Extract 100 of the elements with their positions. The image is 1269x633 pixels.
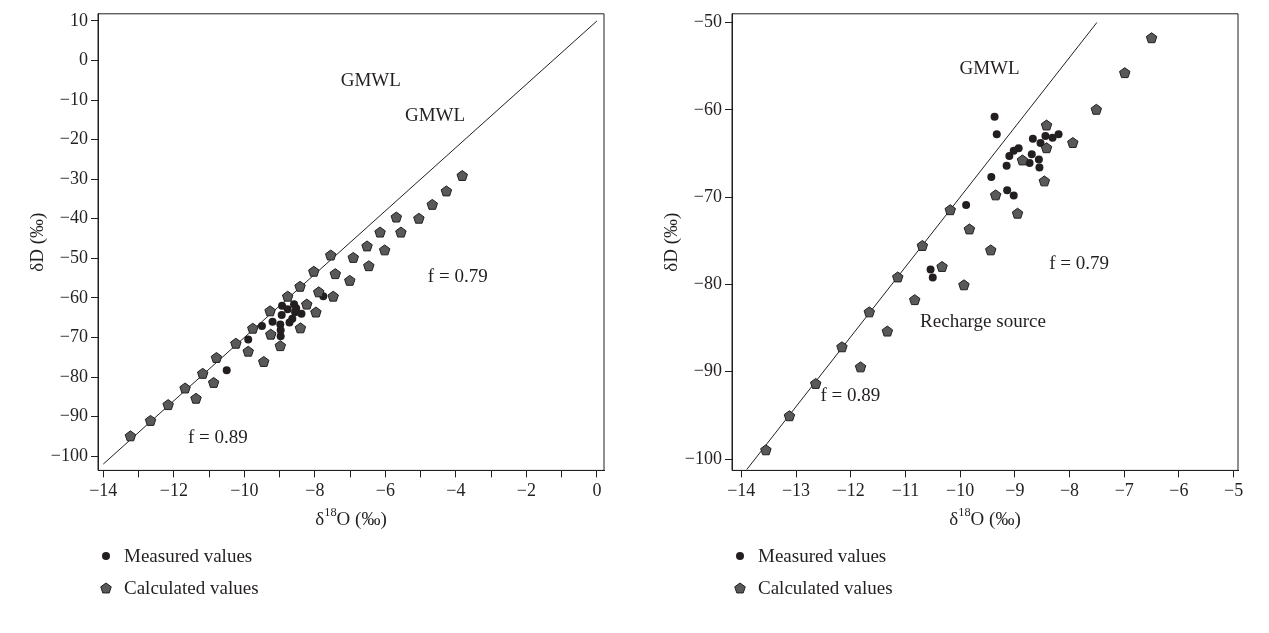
legend-label: Calculated values xyxy=(124,576,259,600)
point xyxy=(277,310,286,319)
y-tick-label: 10 xyxy=(70,9,88,30)
point xyxy=(344,274,356,286)
point xyxy=(1011,207,1024,219)
y-tick-label: −10 xyxy=(59,88,88,109)
point xyxy=(329,268,342,280)
point xyxy=(281,290,294,302)
point xyxy=(916,240,929,251)
point xyxy=(892,271,904,283)
y-tick-label: −80 xyxy=(693,273,722,294)
legend-label: Measured values xyxy=(124,544,253,568)
x-tick-label: −10 xyxy=(230,479,259,500)
x-tick-label: −6 xyxy=(375,479,395,500)
point xyxy=(144,414,157,426)
point xyxy=(257,321,266,330)
y-tick-label: −90 xyxy=(59,405,88,426)
point xyxy=(179,382,191,394)
x-tick-label: −11 xyxy=(891,479,920,500)
annotation: f = 0.79 xyxy=(427,265,488,287)
point xyxy=(301,298,313,310)
point xyxy=(987,173,996,182)
x-tick-label: −7 xyxy=(1114,479,1134,500)
annotation: GMWL xyxy=(959,56,1020,78)
y-tick-label: −70 xyxy=(59,326,88,347)
point xyxy=(313,286,325,298)
point xyxy=(297,309,306,318)
point xyxy=(190,392,202,404)
x-tick-label: −6 xyxy=(1169,479,1189,500)
point xyxy=(992,130,1001,139)
x-tick-label: −10 xyxy=(946,479,975,500)
y-tick-label: −90 xyxy=(693,360,722,381)
point xyxy=(928,273,937,282)
y-tick-label: −100 xyxy=(50,444,88,465)
x-tick-label: −13 xyxy=(781,479,811,500)
point xyxy=(854,361,867,373)
x-tick-label: −14 xyxy=(89,479,118,500)
y-axis-title: δD (‰) xyxy=(659,212,682,272)
point xyxy=(288,314,297,323)
point xyxy=(347,251,360,263)
point xyxy=(1002,161,1011,170)
x-tick-label: −12 xyxy=(159,479,188,500)
point xyxy=(222,366,231,375)
y-tick-label: −60 xyxy=(59,286,88,307)
x-tick-label: −2 xyxy=(516,479,536,500)
y-tick-label: −50 xyxy=(59,247,88,268)
point xyxy=(881,325,894,337)
y-tick-label: 0 xyxy=(79,49,88,70)
point xyxy=(124,430,137,442)
point xyxy=(1028,134,1037,143)
x-tick-label: −5 xyxy=(1224,479,1244,500)
point xyxy=(247,322,259,334)
x-tick-label: −9 xyxy=(1005,479,1025,500)
point xyxy=(809,377,822,389)
point xyxy=(268,317,277,326)
x-tick-label: −8 xyxy=(305,479,325,500)
point xyxy=(294,322,307,334)
point xyxy=(294,280,306,292)
annotation: f = 0.89 xyxy=(188,425,248,447)
y-tick-label: −40 xyxy=(59,207,88,228)
annotation: f = 0.89 xyxy=(820,383,881,405)
point xyxy=(197,367,209,379)
x-tick-label: −4 xyxy=(446,479,466,500)
point xyxy=(324,249,337,261)
y-tick-label: −30 xyxy=(59,167,88,188)
point xyxy=(936,260,948,272)
point xyxy=(264,305,276,317)
point xyxy=(242,345,254,357)
y-tick-label: −70 xyxy=(693,185,722,206)
point xyxy=(760,444,772,456)
point xyxy=(363,260,375,272)
point xyxy=(944,204,956,216)
x-tick-label: −14 xyxy=(727,479,756,500)
point xyxy=(1145,32,1158,44)
point xyxy=(1067,137,1079,148)
y-tick-label: −100 xyxy=(684,447,722,468)
point xyxy=(308,265,320,277)
point xyxy=(265,328,277,340)
point xyxy=(1005,152,1014,161)
point xyxy=(395,226,407,238)
point xyxy=(413,212,425,224)
point xyxy=(836,341,848,353)
x-tick-label: −12 xyxy=(836,479,865,500)
point xyxy=(863,306,876,318)
point xyxy=(162,399,174,411)
point xyxy=(783,410,796,422)
point xyxy=(1048,133,1057,142)
point xyxy=(327,290,339,302)
point xyxy=(1016,154,1029,166)
y-tick-label: −60 xyxy=(693,98,722,119)
legend-label: Calculated values xyxy=(758,576,893,600)
point xyxy=(278,301,287,310)
point xyxy=(1041,132,1050,141)
point xyxy=(963,223,976,235)
point xyxy=(390,211,403,223)
point xyxy=(310,306,322,318)
point xyxy=(426,198,439,210)
point xyxy=(1054,130,1063,139)
x-tick-label: 0 xyxy=(592,479,602,500)
point xyxy=(926,265,935,274)
